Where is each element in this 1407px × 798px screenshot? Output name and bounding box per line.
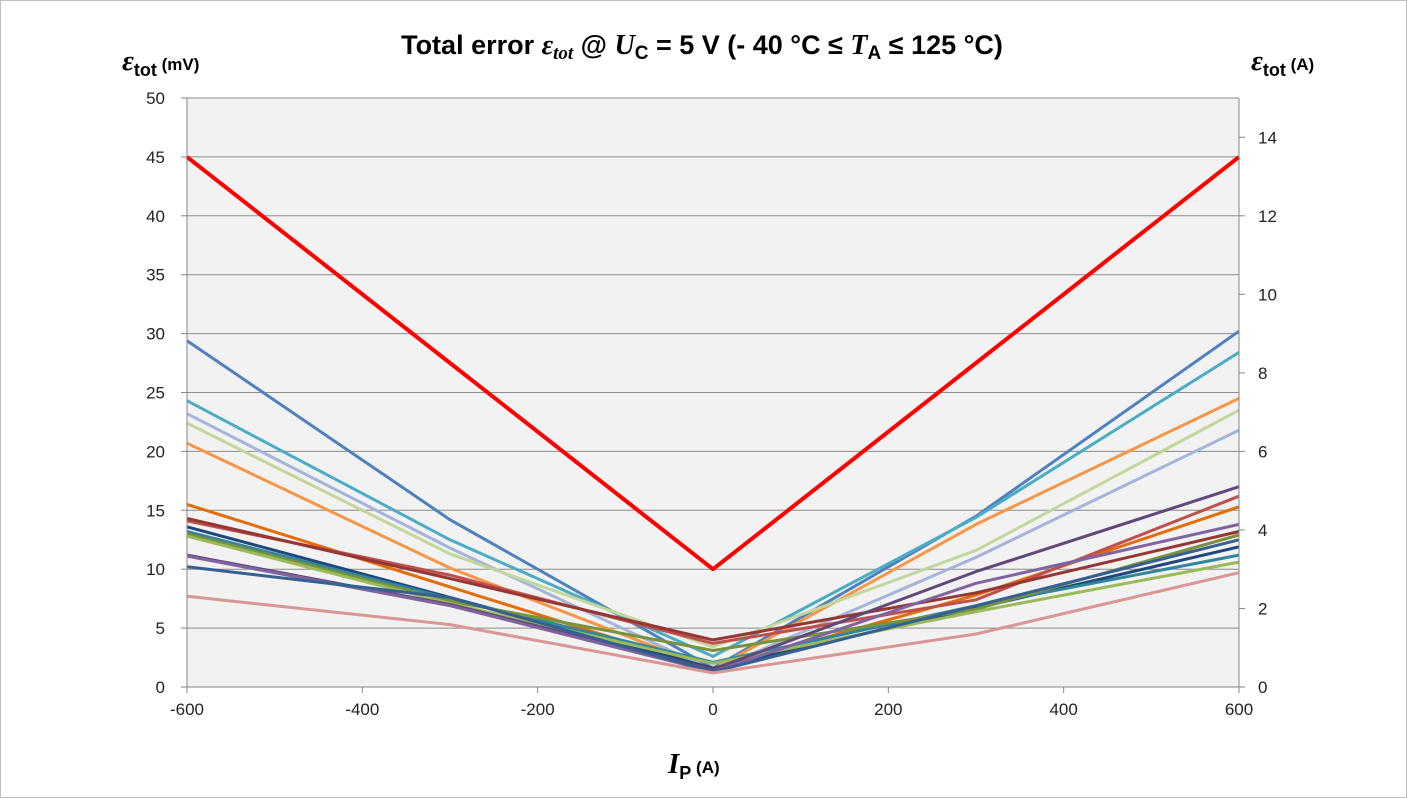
y-left-tick-label-4: 20 <box>146 442 165 461</box>
x-tick-label-4: 200 <box>874 700 902 719</box>
y-right-tick-label-0: 0 <box>1258 678 1267 697</box>
y-left-tick-label-6: 30 <box>146 325 165 344</box>
axes <box>181 97 1245 693</box>
y-right-axis-label: εtot (A) <box>1251 45 1314 80</box>
series-lines <box>185 155 1241 675</box>
y-left-tick-label-0: 0 <box>156 678 165 697</box>
chart-title: Total error εtot @ UC = 5 V (- 40 °C ≤ T… <box>401 30 1003 64</box>
y-left-tick-label-2: 10 <box>146 560 165 579</box>
series-line-17 <box>186 571 1240 675</box>
series-line-13 <box>186 534 1240 665</box>
series-line-1 <box>185 155 1241 572</box>
y-left-tick-label-9: 45 <box>146 148 165 167</box>
y-right-tick-labels: 0 2 4 6 8 10 12 14 <box>1258 128 1277 697</box>
y-left-tick-label-1: 5 <box>156 619 165 638</box>
y-right-tick-label-1: 2 <box>1258 599 1267 618</box>
y-left-tick-label-5: 25 <box>146 384 165 403</box>
x-tick-label-6: 600 <box>1225 700 1253 719</box>
y-right-tick-label-5: 10 <box>1258 285 1277 304</box>
y-left-tick-labels: 0 5 10 15 20 25 30 35 40 45 50 <box>146 89 165 697</box>
y-left-axis-label: εtot (mV) <box>122 45 199 80</box>
y-right-tick-label-2: 4 <box>1258 521 1267 540</box>
y-right-tick-label-7: 14 <box>1258 128 1277 147</box>
x-tick-label-2: -200 <box>521 700 555 719</box>
series-line-3 <box>186 351 1240 658</box>
x-tick-labels: -600 -400 -200 0 200 400 600 <box>170 700 1253 719</box>
y-right-tick-label-3: 6 <box>1258 442 1267 461</box>
x-axis-label: IP (A) <box>667 748 720 783</box>
x-tick-label-1: -400 <box>345 700 379 719</box>
series-line-6 <box>186 408 1240 649</box>
y-left-tick-label-7: 35 <box>146 266 165 285</box>
gridlines <box>187 97 1239 629</box>
x-tick-label-3: 0 <box>708 700 717 719</box>
x-tick-label-0: -600 <box>170 700 204 719</box>
series-line-9 <box>186 517 1240 642</box>
x-tick-label-5: 400 <box>1049 700 1077 719</box>
y-right-tick-label-6: 12 <box>1258 207 1277 226</box>
y-left-tick-label-8: 40 <box>146 207 165 226</box>
y-left-tick-label-10: 50 <box>146 89 165 108</box>
y-right-tick-label-4: 8 <box>1258 364 1267 383</box>
y-left-tick-label-3: 15 <box>146 501 165 520</box>
